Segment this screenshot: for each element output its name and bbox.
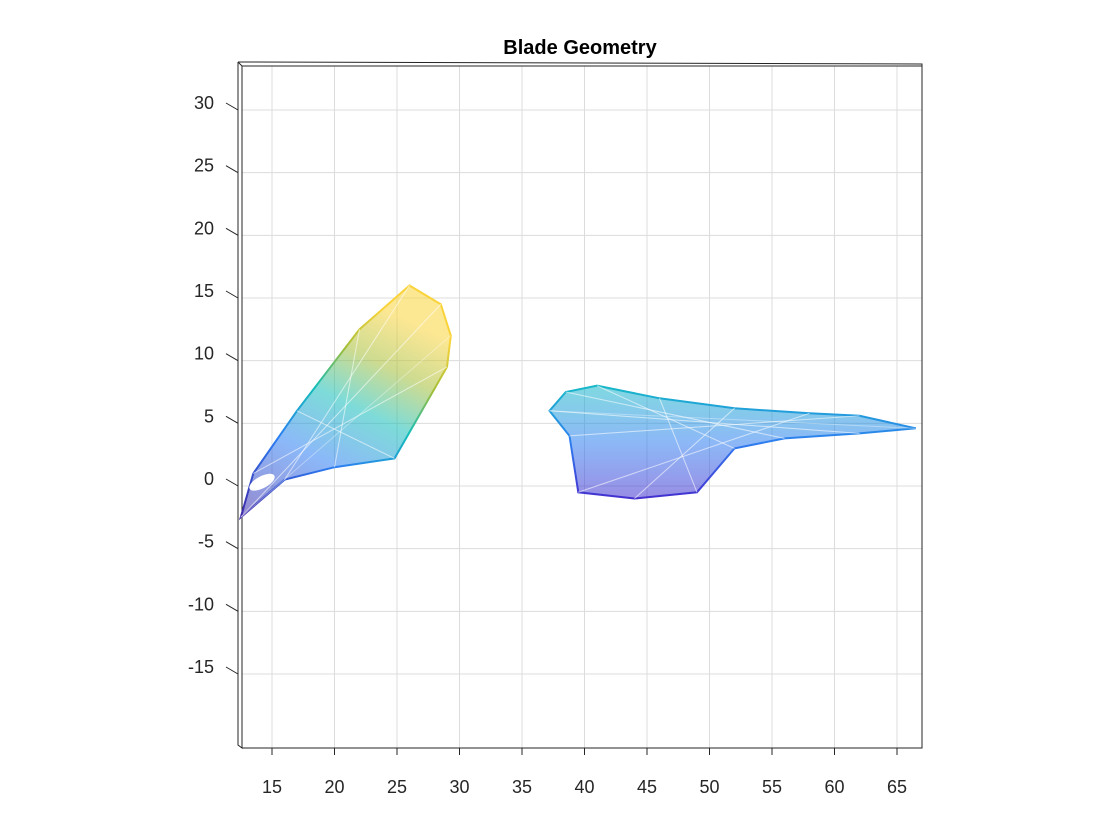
blade-mesh-line (334, 329, 360, 468)
blade-mesh-line (240, 303, 442, 518)
y-tick-mark (225, 666, 239, 675)
x-tick-label: 65 (887, 777, 907, 797)
x-tick-label: 50 (699, 777, 719, 797)
blade-mesh-line (334, 329, 360, 468)
y-tick-label: 30 (194, 93, 214, 113)
blade-mesh-line (578, 412, 810, 493)
y-tick-label: 10 (194, 344, 214, 364)
axes-left-wall (237, 61, 243, 749)
blade-mesh-line (549, 410, 916, 429)
blade-mesh-line (549, 410, 860, 434)
blade-mesh-line (659, 398, 698, 493)
y-tick-label: -5 (198, 532, 214, 552)
x-tick-label: 45 (637, 777, 657, 797)
blade-mesh-line (596, 385, 735, 449)
blade-surfaces (238, 284, 917, 521)
blade-mesh-line (578, 412, 810, 493)
y-tick-mark (225, 102, 239, 111)
y-tick-mark (225, 541, 239, 550)
blade-mesh-line (253, 366, 448, 474)
x-tick-label: 15 (262, 777, 282, 797)
blade-mesh-line (565, 391, 785, 439)
blade-mesh-line (284, 285, 410, 481)
blade-mesh-line (240, 303, 442, 518)
y-tick-mark (225, 290, 239, 299)
y-tick-label: -15 (188, 657, 214, 677)
blade-mesh-line (569, 415, 860, 437)
x-tick-label: 60 (824, 777, 844, 797)
x-tick-label: 30 (449, 777, 469, 797)
y-tick-label: 5 (204, 406, 214, 426)
blade-mesh-line (565, 391, 785, 439)
x-tick-label: 35 (512, 777, 532, 797)
blade-mesh-line (634, 407, 735, 499)
y-tick-mark (225, 415, 239, 424)
blade-mesh-line (596, 385, 735, 449)
chart-title: Blade Geometry (503, 37, 657, 59)
blade1-opening (249, 473, 275, 491)
blade-mesh-line (253, 366, 448, 474)
x-axis-ticks: 15 20 25 30 35 40 45 50 55 60 65 (242, 747, 922, 797)
y-tick-label: 15 (194, 281, 214, 301)
y-tick-mark (225, 165, 239, 174)
blade-mesh-line (569, 415, 860, 437)
x-tick-label: 40 (574, 777, 594, 797)
blade-mesh-line (634, 407, 735, 499)
y-tick-label: 25 (194, 156, 214, 176)
blade-surface-2 (548, 384, 917, 500)
blade-mesh-line (240, 335, 452, 518)
y-tick-mark (225, 227, 239, 236)
y-tick-label: 0 (204, 469, 214, 489)
blade-mesh-line (549, 410, 860, 434)
x-tick-label: 25 (387, 777, 407, 797)
y-tick-mark (225, 478, 239, 487)
x-tick-label: 55 (762, 777, 782, 797)
blade-mesh-line (659, 398, 698, 493)
blade-mesh-line (284, 285, 410, 481)
y-tick-label: -10 (188, 594, 214, 614)
y-tick-mark (225, 603, 239, 612)
y-tick-label: 20 (194, 218, 214, 238)
y-tick-mark (225, 353, 239, 362)
x-tick-label: 20 (324, 777, 344, 797)
blade-mesh-line (296, 410, 395, 459)
blade-surface-1 (238, 284, 452, 521)
blade-mesh-line (296, 410, 395, 459)
y-axis-ticks: 30 25 20 15 10 5 0 -5 -10 -15 (188, 93, 239, 677)
